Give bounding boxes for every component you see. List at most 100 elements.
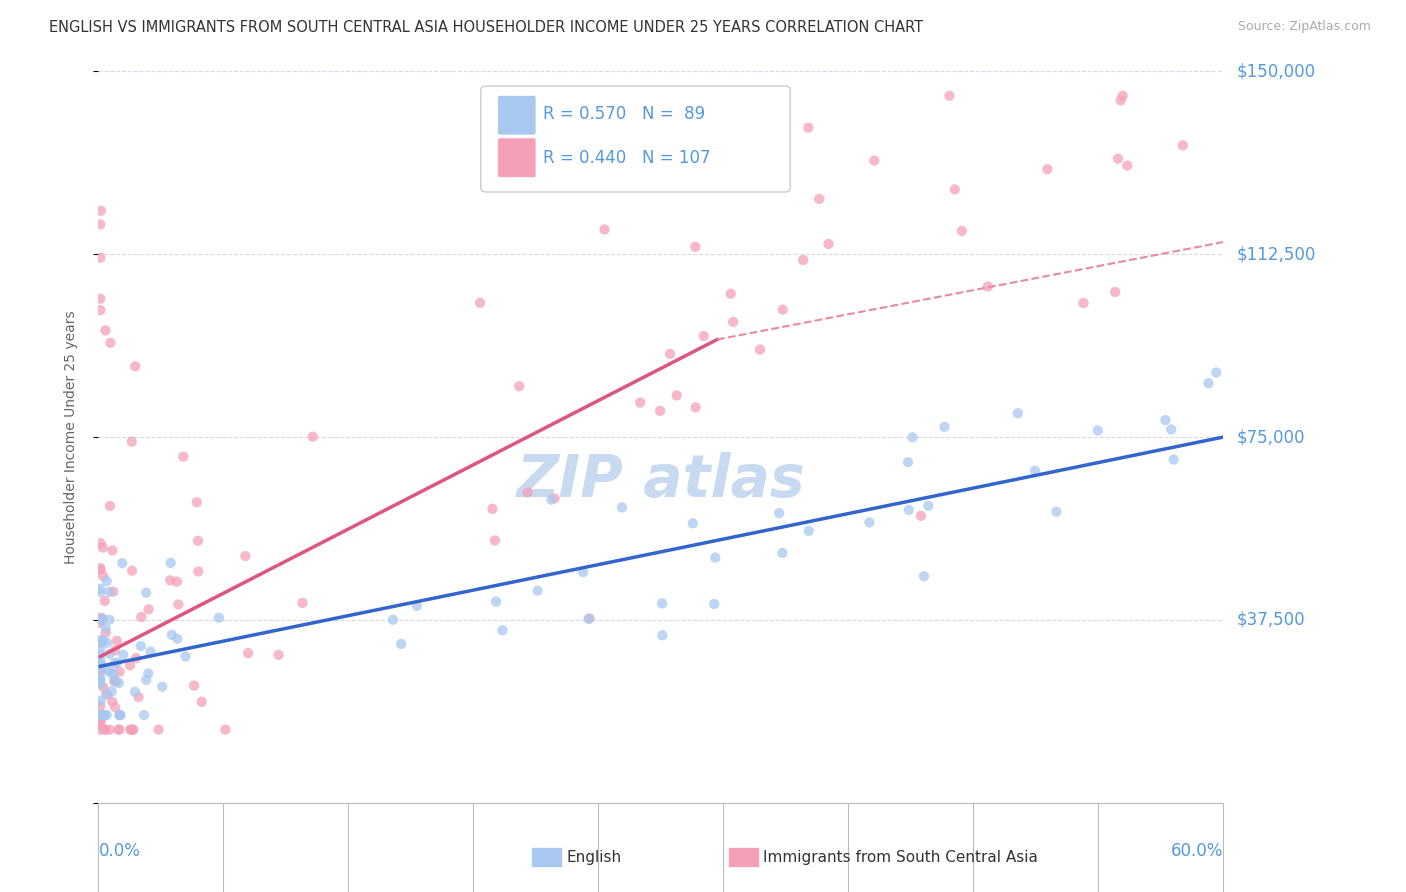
Point xyxy=(89,708,111,723)
Point xyxy=(172,450,194,464)
Point xyxy=(120,723,142,737)
Point xyxy=(91,541,114,555)
Point xyxy=(89,671,111,685)
Point xyxy=(484,533,506,548)
Point xyxy=(98,723,121,737)
Point xyxy=(405,599,427,613)
Point xyxy=(96,635,118,649)
Point xyxy=(166,574,188,589)
Text: English: English xyxy=(567,850,621,864)
Point xyxy=(481,501,503,516)
Point xyxy=(186,495,208,509)
Point xyxy=(132,708,155,723)
Point xyxy=(190,695,212,709)
Point xyxy=(174,649,197,664)
Point xyxy=(98,499,121,513)
Point xyxy=(101,584,124,599)
Point xyxy=(122,723,145,737)
Point xyxy=(89,536,111,550)
Point xyxy=(89,641,111,656)
Point xyxy=(901,430,924,444)
Point xyxy=(187,533,209,548)
FancyBboxPatch shape xyxy=(498,95,536,135)
Point xyxy=(917,499,939,513)
Point xyxy=(238,646,260,660)
Point xyxy=(89,303,111,318)
Point xyxy=(187,565,209,579)
Point xyxy=(89,648,111,663)
Point xyxy=(93,680,115,694)
Point xyxy=(720,286,742,301)
Point xyxy=(659,347,682,361)
Point xyxy=(108,665,131,679)
Text: R = 0.440   N = 107: R = 0.440 N = 107 xyxy=(543,149,710,167)
Point xyxy=(1073,296,1095,310)
Point xyxy=(485,595,508,609)
Point xyxy=(797,120,820,135)
Point xyxy=(121,564,143,578)
Point xyxy=(129,610,152,624)
Point xyxy=(121,434,143,449)
Point xyxy=(817,236,839,251)
Point xyxy=(100,684,122,698)
Point xyxy=(90,694,112,708)
Point xyxy=(98,613,121,627)
Point xyxy=(89,562,111,576)
Point xyxy=(526,583,548,598)
Point xyxy=(104,674,127,689)
Point xyxy=(93,708,115,723)
Point xyxy=(1205,366,1227,380)
Point xyxy=(910,508,932,523)
Point xyxy=(103,673,125,688)
Point xyxy=(104,657,127,671)
Point xyxy=(135,673,157,687)
Point xyxy=(90,636,112,650)
Point xyxy=(593,222,616,236)
Point xyxy=(96,687,118,701)
Text: ZIP atlas: ZIP atlas xyxy=(516,452,806,509)
Point xyxy=(772,302,794,317)
Point xyxy=(105,633,128,648)
Point xyxy=(89,218,111,232)
Point xyxy=(101,543,124,558)
Point xyxy=(693,329,716,343)
Point xyxy=(93,594,115,608)
Point xyxy=(267,648,290,662)
Point xyxy=(112,648,135,662)
Point xyxy=(682,516,704,531)
Point xyxy=(108,708,131,723)
Point xyxy=(703,597,725,611)
Point xyxy=(150,680,173,694)
Point xyxy=(89,657,111,672)
Point xyxy=(89,708,111,723)
Point xyxy=(1154,413,1177,427)
Point xyxy=(1024,464,1046,478)
Point xyxy=(91,633,114,648)
Point xyxy=(89,585,111,599)
Text: Immigrants from South Central Asia: Immigrants from South Central Asia xyxy=(763,850,1039,864)
Point xyxy=(94,723,117,737)
Point xyxy=(208,611,231,625)
Point xyxy=(110,708,132,723)
Point xyxy=(301,430,323,444)
Point xyxy=(91,612,114,626)
Point xyxy=(120,723,142,737)
Text: Source: ZipAtlas.com: Source: ZipAtlas.com xyxy=(1237,20,1371,33)
Point xyxy=(1163,452,1185,467)
Text: R = 0.570   N =  89: R = 0.570 N = 89 xyxy=(543,104,704,123)
Point xyxy=(1116,159,1139,173)
Point xyxy=(107,723,129,737)
Point xyxy=(897,503,920,517)
Point xyxy=(897,455,920,469)
Point xyxy=(89,698,111,713)
Point xyxy=(1104,285,1126,299)
Point xyxy=(108,723,131,737)
Point xyxy=(808,192,831,206)
Point xyxy=(124,359,146,374)
Point xyxy=(1107,152,1129,166)
Point xyxy=(90,203,112,218)
Point xyxy=(651,628,673,642)
Point xyxy=(628,395,651,409)
Point xyxy=(214,723,236,737)
Point xyxy=(749,343,772,357)
